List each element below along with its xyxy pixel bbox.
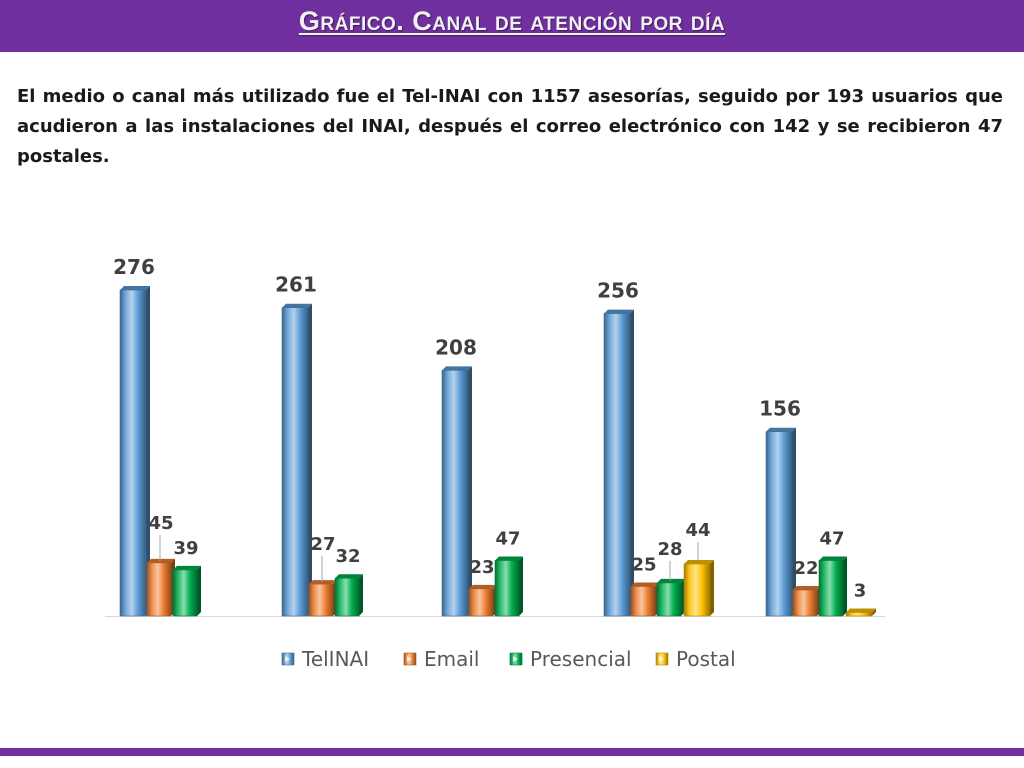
legend-marker-presencial [513,656,518,662]
bar-side-presencial-2 [359,574,363,616]
bar-email-2 [308,583,334,617]
bar-email-3 [468,588,494,617]
bar-email-1 [146,562,172,617]
bar-telinai-5 [765,431,793,617]
legend-label-presencial: Presencial [530,647,632,671]
bar-telinai-2 [281,307,309,617]
bar-presencial-5 [818,560,844,617]
bar-side-presencial-5 [843,556,847,616]
bar-email-5 [792,589,818,617]
bar-postal-5 [845,612,873,617]
legend-marker-email [407,656,412,662]
bar-presencial-1 [172,569,198,617]
bars-layer [105,286,885,617]
bar-top-presencial-5 [819,556,847,561]
value-label-presencial-4: 28 [657,539,682,560]
bar-top-email-3 [469,584,497,589]
page-title: Gráfico. Canal de atención por día [298,6,726,36]
value-label-presencial-3: 47 [495,528,520,549]
legend-label-email: Email [424,647,480,671]
bar-side-presencial-3 [519,556,523,616]
bar-side-telinai-2 [308,303,312,616]
bar-side-presencial-1 [197,565,201,616]
bar-telinai-4 [603,313,631,617]
value-label-postal-4: 44 [685,520,710,541]
value-label-telinai-5: 156 [759,397,801,421]
legend-marker-telinai [285,656,290,662]
description-text: El medio o canal más utilizado fue el Te… [17,86,1003,167]
bar-telinai-3 [441,370,469,617]
bar-top-postal-4 [684,560,714,565]
bar-presencial-2 [334,577,360,617]
value-label-presencial-5: 47 [819,528,844,549]
bar-top-presencial-2 [335,574,363,579]
bar-top-email-1 [147,558,175,563]
value-label-telinai-4: 256 [597,279,639,303]
bar-top-email-5 [793,586,821,591]
bar-side-telinai-1 [146,286,150,616]
bar-side-telinai-5 [792,427,796,616]
bar-email-4 [630,586,656,617]
value-label-email-4: 25 [631,554,656,575]
bar-top-email-4 [631,582,659,587]
value-label-telinai-2: 261 [275,273,317,297]
bar-side-postal-5 [872,608,876,616]
value-label-email-2: 27 [310,534,335,555]
bar-top-postal-5 [846,608,876,613]
value-label-presencial-2: 32 [335,546,360,567]
bar-top-telinai-5 [766,427,796,432]
bar-top-telinai-4 [604,309,634,314]
legend-marker-postal [659,656,664,662]
bar-top-presencial-1 [173,565,201,570]
bar-top-telinai-2 [282,303,312,308]
legend-label-postal: Postal [676,647,736,671]
value-label-postal-5: 3 [854,580,867,601]
value-label-telinai-3: 208 [435,335,477,359]
bar-side-postal-4 [710,560,714,616]
title-bar: Gráfico. Canal de atención por día [0,0,1024,52]
bar-presencial-3 [494,560,520,617]
bar-top-presencial-3 [495,556,523,561]
value-label-telinai-1: 276 [113,255,155,279]
bar-presencial-4 [656,582,682,617]
value-label-email-5: 22 [793,558,818,579]
bar-top-telinai-3 [442,366,472,371]
legend-label-telinai: TelINAI [301,647,369,671]
bar-top-presencial-4 [657,578,685,583]
bar-telinai-1 [119,289,147,617]
value-label-presencial-1: 39 [173,538,198,559]
value-label-email-3: 23 [469,557,494,578]
bar-top-telinai-1 [120,286,150,290]
value-label-email-1: 45 [148,513,173,534]
bar-side-telinai-3 [468,366,472,616]
bar-postal-4 [683,563,711,617]
chart-legend: TelINAI Email Presencial Postal [281,647,736,671]
bar-top-email-2 [309,580,337,585]
bar-side-telinai-4 [630,309,634,616]
bottom-bar [0,748,1024,756]
